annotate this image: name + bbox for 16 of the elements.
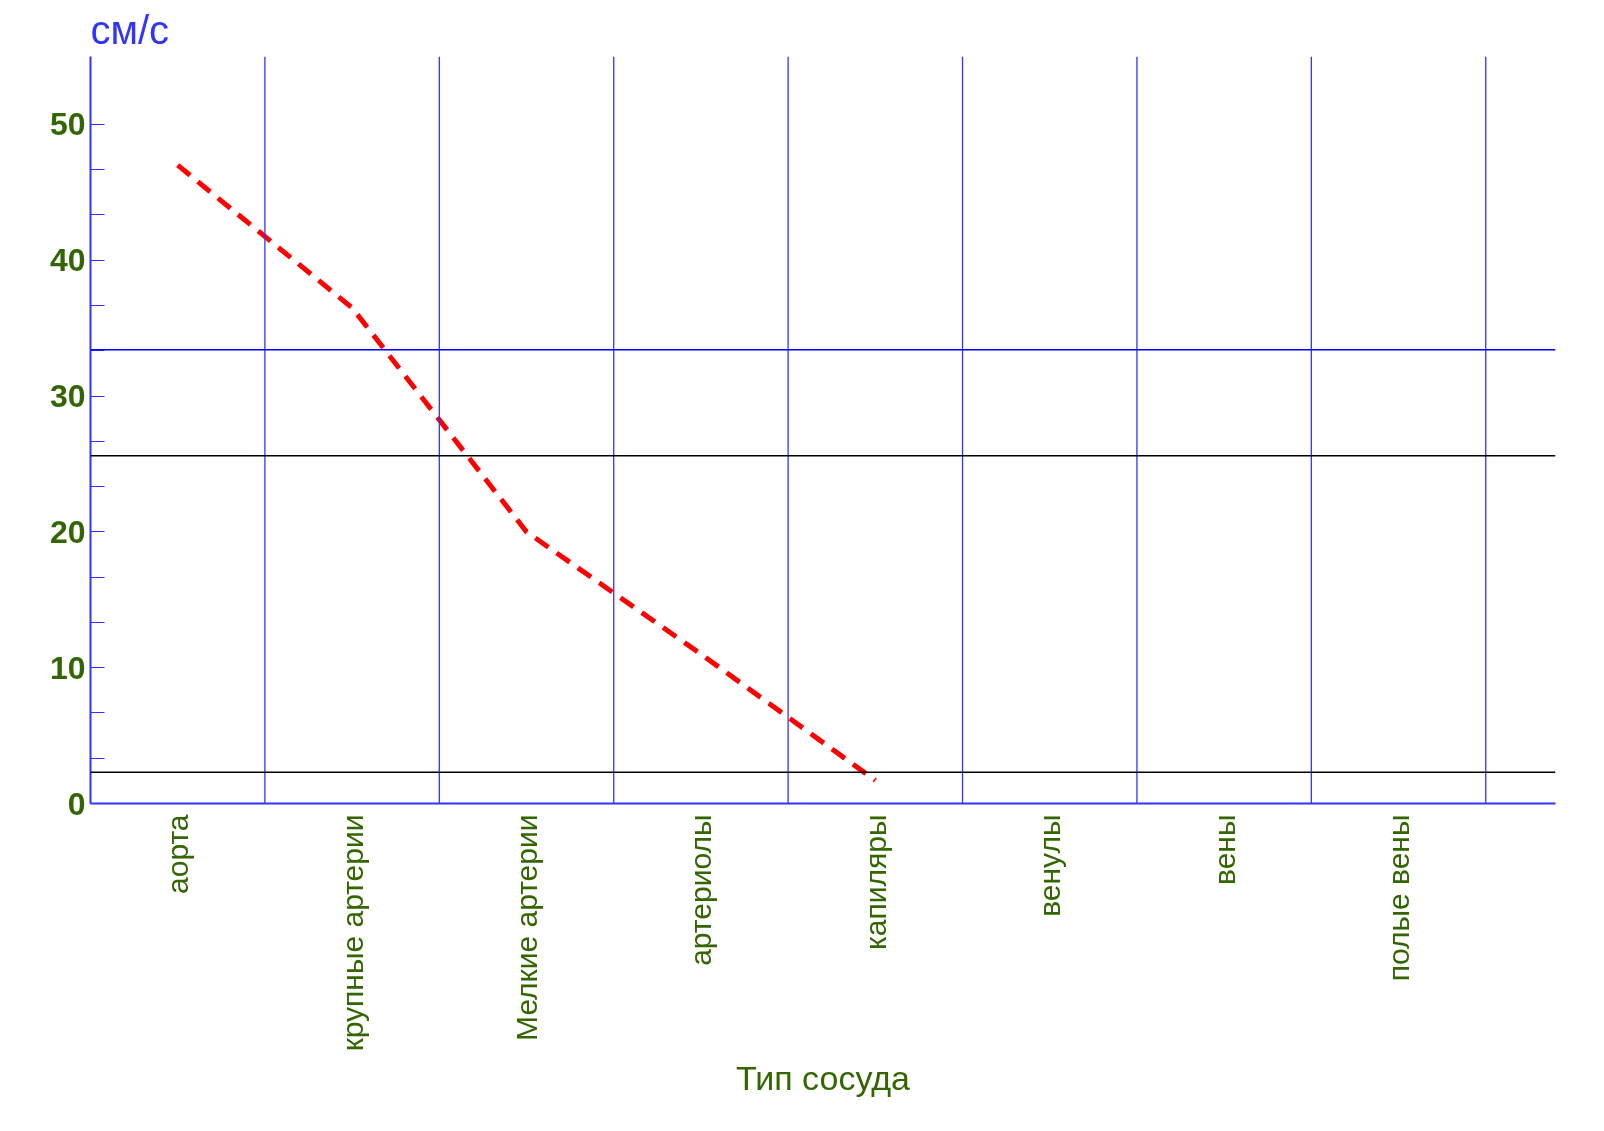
y-tick-label: 50 xyxy=(49,106,86,143)
y-tick-label: 0 xyxy=(67,785,86,822)
x-tick-label: венулы xyxy=(1033,814,1067,917)
x-tick-label: вены xyxy=(1207,814,1241,885)
x-tick-label: капиляры xyxy=(858,814,892,950)
x-tick-label: аорта xyxy=(161,814,195,894)
x-tick-label: крупные артерии xyxy=(335,814,369,1052)
x-tick-label: полые вены xyxy=(1382,814,1416,982)
x-axis-title: Тип сосуда xyxy=(735,1059,911,1098)
y-tick-label: 30 xyxy=(49,378,86,415)
x-tick-label: артериолы xyxy=(684,814,718,966)
x-tick-label: Мелкие артерии xyxy=(510,814,544,1041)
y-tick-label: 10 xyxy=(49,649,86,686)
y-axis-title: см/с xyxy=(90,7,170,52)
y-tick-label: 20 xyxy=(49,513,86,550)
y-tick-label: 40 xyxy=(49,242,86,279)
